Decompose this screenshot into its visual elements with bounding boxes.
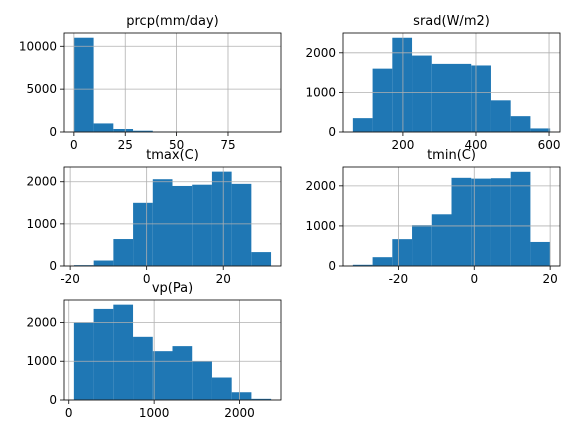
subplot: -20 0 20 0 1000 2000 tmin(C) <box>305 148 561 286</box>
x-tick-label: 1000 <box>139 406 170 420</box>
bar <box>93 308 114 400</box>
subplot: 0 1000 2000 0 1000 2000 vp(Pa) <box>26 281 282 420</box>
x-tick-label: 75 <box>220 138 235 152</box>
bar <box>392 239 413 266</box>
y-tick-label: 0 <box>328 259 336 273</box>
x-tick-label: 600 <box>538 138 561 152</box>
x-tick-label: 400 <box>465 138 488 152</box>
bar <box>192 184 212 266</box>
y-tick-label: 0 <box>49 393 57 407</box>
y-tick-label: 1000 <box>305 85 336 99</box>
bar <box>211 377 232 400</box>
bar <box>93 123 114 132</box>
bar <box>73 265 94 266</box>
bar <box>251 252 272 266</box>
y-tick-label: 0 <box>49 259 57 273</box>
bar <box>372 257 393 266</box>
bar <box>352 118 373 132</box>
subplot-title: prcp(mm/day) <box>126 14 218 29</box>
bar <box>530 128 551 132</box>
bar <box>490 100 511 132</box>
bar <box>211 171 232 266</box>
bar <box>510 116 531 132</box>
bar <box>530 241 551 266</box>
y-tick-label: 0 <box>328 125 336 139</box>
bar <box>231 392 252 400</box>
bar <box>451 63 472 132</box>
bar <box>93 260 114 266</box>
y-tick-label: 2000 <box>305 46 336 60</box>
y-tick-label: 10000 <box>19 39 57 53</box>
axes-frame <box>63 299 282 401</box>
bar <box>152 179 173 266</box>
bar <box>451 177 472 266</box>
subplot-title: vp(Pa) <box>152 281 193 296</box>
bar <box>133 336 153 400</box>
bar <box>113 129 134 132</box>
axes-frame <box>63 32 282 133</box>
subplot: 0 25 50 75 0 5000 10000 prcp(mm/day) <box>19 14 282 152</box>
bar <box>133 202 153 266</box>
y-tick-label: 1000 <box>305 219 336 233</box>
axes-frame <box>342 166 561 267</box>
x-tick-label: 50 <box>169 138 184 152</box>
y-tick-label: 1000 <box>26 217 57 231</box>
bar <box>231 183 252 266</box>
bar <box>172 185 193 266</box>
subplot: 200 400 600 0 1000 2000 srad(W/m2) <box>305 14 560 152</box>
y-tick-label: 5000 <box>26 82 57 96</box>
y-tick-label: 2000 <box>305 179 336 193</box>
subplot-title: tmax(C) <box>146 148 199 163</box>
bar <box>133 130 153 132</box>
x-tick-label: 25 <box>118 138 133 152</box>
bar <box>113 304 134 400</box>
bar <box>172 346 193 400</box>
bar <box>431 214 452 266</box>
y-tick-label: 1000 <box>26 354 57 368</box>
x-tick-label: -20 <box>60 272 80 286</box>
x-tick-label: 0 <box>470 272 478 286</box>
y-tick-label: 2000 <box>26 315 57 329</box>
y-tick-label: 2000 <box>26 175 57 189</box>
x-tick-label: 0 <box>143 272 151 286</box>
y-tick-label: 0 <box>49 125 57 139</box>
x-tick-label: -20 <box>389 272 409 286</box>
bar <box>490 178 511 266</box>
bar <box>192 361 212 400</box>
bar <box>392 37 413 132</box>
axes-frame <box>63 166 282 267</box>
subplot-title: tmin(C) <box>427 148 476 163</box>
x-tick-label: 0 <box>70 138 78 152</box>
bar <box>113 239 134 266</box>
x-tick-label: 2000 <box>224 406 255 420</box>
bar <box>412 225 432 266</box>
x-tick-label: 20 <box>542 272 557 286</box>
bar <box>73 37 94 132</box>
bar <box>510 171 531 266</box>
bar <box>251 398 272 400</box>
bar <box>412 55 432 132</box>
bar <box>431 63 452 132</box>
x-tick-label: 0 <box>65 406 73 420</box>
subplot-title: srad(W/m2) <box>413 14 490 29</box>
bar <box>471 65 491 132</box>
bar <box>372 68 393 132</box>
bar <box>152 351 173 400</box>
bar <box>352 264 373 266</box>
x-tick-label: 200 <box>391 138 414 152</box>
axes-frame <box>342 32 561 133</box>
bar <box>471 178 491 266</box>
x-tick-label: 20 <box>216 272 231 286</box>
